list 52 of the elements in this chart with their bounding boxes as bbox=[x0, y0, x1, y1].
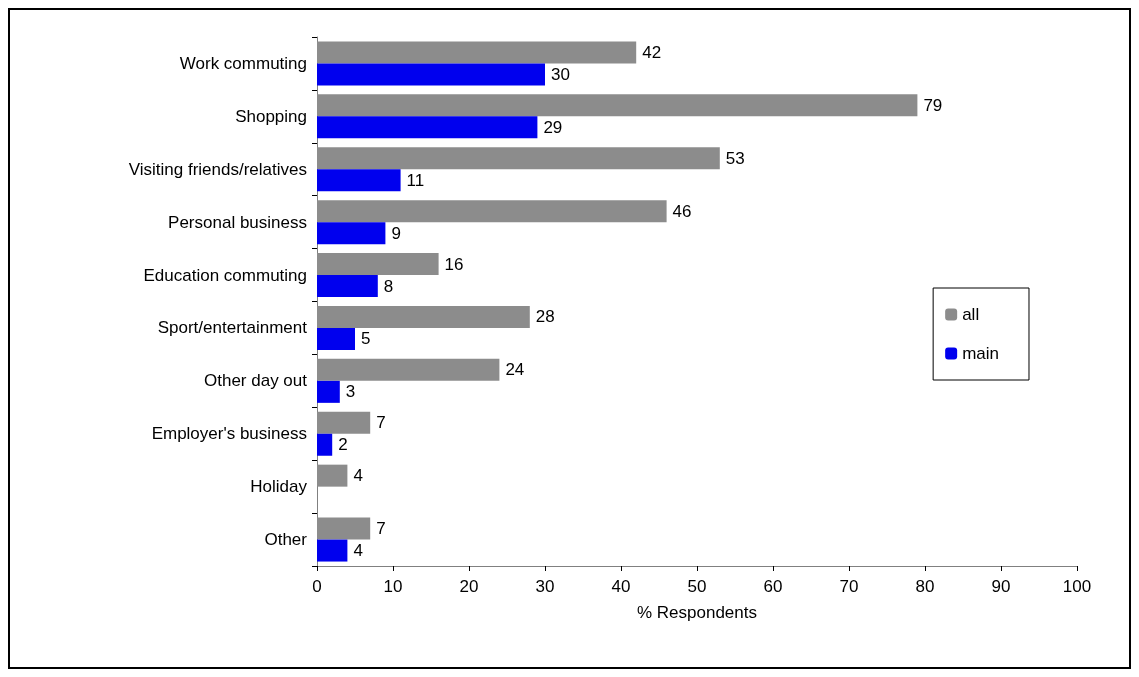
bar bbox=[317, 63, 545, 86]
x-tick-label: 70 bbox=[839, 577, 859, 596]
bar bbox=[317, 222, 386, 245]
data-label: 4 bbox=[353, 541, 363, 561]
y-tick-label: Work commuting bbox=[179, 53, 307, 73]
y-tick-label: Personal business bbox=[168, 212, 307, 232]
x-tick-label: 100 bbox=[1062, 577, 1092, 596]
x-axis-title: % Respondents bbox=[636, 603, 758, 622]
data-label: 4 bbox=[353, 466, 363, 486]
data-label: 11 bbox=[406, 170, 425, 190]
y-tick-label: Other bbox=[264, 530, 308, 550]
y-tick-label: Visiting friends/relatives bbox=[128, 159, 307, 179]
data-label: 79 bbox=[923, 95, 943, 115]
x-tick-label: 30 bbox=[535, 577, 555, 596]
bar bbox=[317, 116, 538, 139]
bar bbox=[317, 275, 378, 298]
legend-label: all bbox=[962, 305, 980, 324]
y-tick-label: Education commuting bbox=[143, 265, 307, 285]
data-label: 3 bbox=[345, 382, 356, 402]
y-tick-label: Sport/entertainment bbox=[157, 318, 308, 338]
x-tick-label: 0 bbox=[312, 577, 322, 596]
x-tick-label: 60 bbox=[763, 577, 783, 596]
y-tick-label: Shopping bbox=[235, 106, 307, 126]
y-tick-label: Holiday bbox=[250, 477, 308, 497]
x-tick-label: 10 bbox=[383, 577, 403, 596]
data-label: 46 bbox=[672, 201, 692, 221]
x-tick-label: 20 bbox=[459, 577, 479, 596]
y-tick-label: Employer's business bbox=[151, 424, 307, 444]
data-label: 24 bbox=[505, 360, 525, 380]
x-tick-label: 90 bbox=[991, 577, 1011, 596]
bar bbox=[317, 380, 340, 403]
y-tick-label: Other day out bbox=[203, 371, 308, 391]
data-label: 29 bbox=[543, 117, 563, 137]
data-label: 2 bbox=[338, 435, 348, 455]
bar bbox=[317, 539, 348, 562]
data-label: 9 bbox=[391, 223, 401, 243]
data-label: 16 bbox=[444, 254, 464, 274]
data-label: 7 bbox=[376, 519, 386, 539]
data-label: 42 bbox=[642, 42, 662, 62]
data-label: 28 bbox=[535, 307, 555, 327]
bar bbox=[317, 433, 333, 456]
data-label: 30 bbox=[551, 64, 570, 84]
data-label: 7 bbox=[376, 413, 386, 433]
data-label: 5 bbox=[361, 329, 371, 349]
x-tick-label: 40 bbox=[611, 577, 631, 596]
bar bbox=[317, 327, 355, 350]
x-tick-label: 50 bbox=[687, 577, 707, 596]
x-tick-label: 80 bbox=[915, 577, 935, 596]
data-label: 8 bbox=[383, 276, 394, 296]
data-label: 53 bbox=[725, 148, 745, 168]
legend-label: main bbox=[962, 344, 1000, 363]
bar bbox=[317, 169, 401, 192]
